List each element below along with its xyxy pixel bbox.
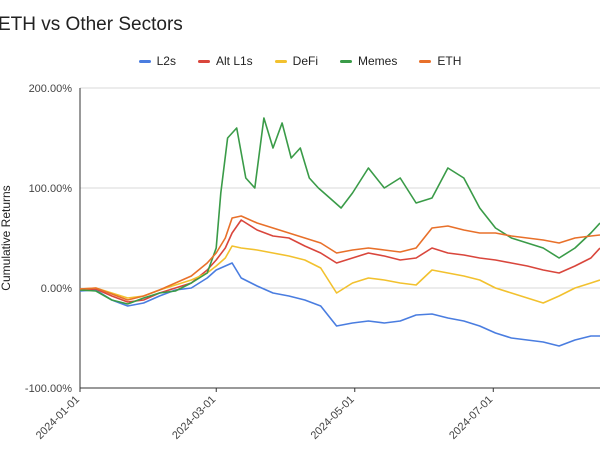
series-lines xyxy=(79,117,600,347)
legend-label: ETH xyxy=(437,54,462,68)
series-line-defi xyxy=(79,245,600,304)
x-tick-label: 2024-07-01 xyxy=(447,394,495,442)
series-line-eth xyxy=(79,215,600,301)
legend-swatch xyxy=(274,59,287,63)
chart-title: ETH vs Other Sectors xyxy=(0,14,183,35)
legend-item: Memes xyxy=(340,54,397,68)
legend-swatch xyxy=(340,59,353,63)
y-tick-label: -100.00% xyxy=(25,383,72,395)
y-tick-label: 0.00% xyxy=(41,283,72,295)
y-tick-label: 100.00% xyxy=(29,183,73,195)
legend-label: DeFi xyxy=(292,54,319,68)
legend-swatch xyxy=(138,59,151,63)
legend-swatch xyxy=(419,59,432,63)
legend-label: L2s xyxy=(156,54,176,68)
chart-legend: L2s Alt L1s DeFi Memes ETH xyxy=(0,54,600,68)
legend-item: Alt L1s xyxy=(197,54,253,68)
series-line-alt-l1s xyxy=(79,219,600,303)
y-tick-label: 200.00% xyxy=(29,83,73,95)
x-tick-label: 2024-05-01 xyxy=(309,394,357,442)
legend-label: Memes xyxy=(358,54,398,68)
x-tick-label: 2024-03-01 xyxy=(170,394,218,442)
legend-item: L2s xyxy=(138,54,176,68)
x-tick-label: 2024-01-01 xyxy=(34,394,82,442)
legend-label: Alt L1s xyxy=(215,54,253,68)
legend-item: DeFi xyxy=(274,54,319,68)
y-axis-title: Cumulative Returns xyxy=(0,185,13,290)
series-line-memes xyxy=(79,117,600,305)
series-line-l2s xyxy=(79,262,600,347)
legend-item: ETH xyxy=(419,54,461,68)
legend-swatch xyxy=(197,59,210,63)
